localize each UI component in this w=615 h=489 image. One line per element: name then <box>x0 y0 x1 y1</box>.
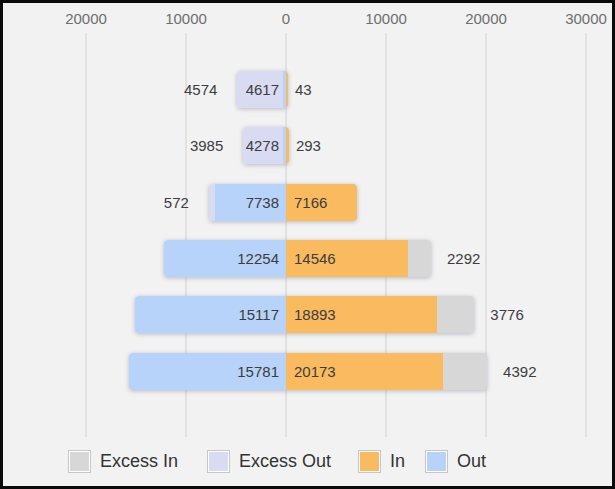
out-value-label: 15117 <box>238 296 279 333</box>
gridline <box>85 33 87 437</box>
bar-segment-excess-in <box>408 240 431 277</box>
out-value-label: 4278 <box>246 127 279 164</box>
out-value-label: 7738 <box>246 184 279 221</box>
out-value-label: 15781 <box>237 353 279 390</box>
axis-tick-label: 20000 <box>65 9 107 29</box>
in-value-label: 7166 <box>294 184 327 221</box>
in-value-label: 293 <box>296 127 321 164</box>
axis-tick-label: 10000 <box>365 9 407 29</box>
excess-out-value-label: 3985 <box>190 127 223 164</box>
excess-in-value-label: 4392 <box>503 353 536 390</box>
excess-out-swatch <box>207 450 230 473</box>
excess-out-value-label: 572 <box>164 184 189 221</box>
chart-frame: 20000 10000 0 10000 20000 30000 Excess I… <box>0 0 615 489</box>
in-swatch <box>358 450 381 473</box>
legend: Excess In Excess Out In Out <box>3 450 612 476</box>
legend-item-in[interactable]: In <box>358 450 405 473</box>
in-value-label: 20173 <box>294 353 336 390</box>
bar-row <box>209 184 358 221</box>
axis-tick-label: 30000 <box>565 9 607 29</box>
axis-tick-label: 10000 <box>165 9 207 29</box>
in-value-label: 18893 <box>294 296 336 333</box>
excess-in-swatch <box>68 450 91 473</box>
bar-segment-excess-in <box>437 296 475 333</box>
legend-item-label: Excess In <box>100 451 178 472</box>
bar-segment-in <box>286 71 288 108</box>
legend-item-out[interactable]: Out <box>425 450 486 473</box>
excess-in-value-label: 2292 <box>447 240 480 277</box>
in-value-label: 14546 <box>294 240 336 277</box>
bar-segment-excess-in <box>443 353 487 390</box>
bar-segment-in <box>286 127 289 164</box>
axis-tick-label: 20000 <box>465 9 507 29</box>
legend-item-excess-out[interactable]: Excess Out <box>207 450 331 473</box>
excess-in-value-label: 3776 <box>490 296 523 333</box>
legend-item-label: Out <box>457 451 486 472</box>
out-swatch <box>425 450 448 473</box>
gridline <box>585 33 587 437</box>
plot-area: 20000 10000 0 10000 20000 30000 Excess I… <box>3 3 612 486</box>
in-value-label: 43 <box>295 71 312 108</box>
out-value-label: 12254 <box>237 240 279 277</box>
legend-item-excess-in[interactable]: Excess In <box>68 450 178 473</box>
excess-out-value-label: 4574 <box>184 71 217 108</box>
axis-tick-label: 0 <box>282 9 290 29</box>
legend-item-label: In <box>390 451 405 472</box>
legend-item-label: Excess Out <box>239 451 331 472</box>
out-value-label: 4617 <box>246 71 279 108</box>
